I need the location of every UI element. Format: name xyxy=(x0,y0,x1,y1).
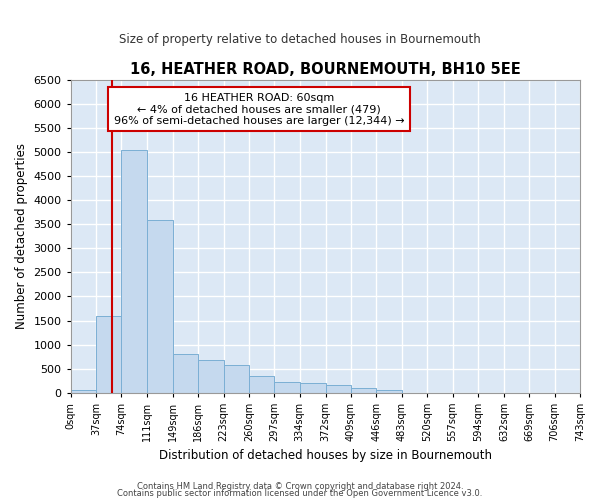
Bar xyxy=(326,385,351,392)
Bar xyxy=(173,354,198,393)
Bar xyxy=(274,382,299,392)
Bar xyxy=(147,220,173,392)
Y-axis label: Number of detached properties: Number of detached properties xyxy=(15,144,28,330)
Bar xyxy=(198,360,224,392)
Bar xyxy=(376,390,402,392)
Text: Contains public sector information licensed under the Open Government Licence v3: Contains public sector information licen… xyxy=(118,489,482,498)
X-axis label: Distribution of detached houses by size in Bournemouth: Distribution of detached houses by size … xyxy=(159,450,492,462)
Bar xyxy=(351,388,376,392)
Bar xyxy=(71,390,96,392)
Text: Contains HM Land Registry data © Crown copyright and database right 2024.: Contains HM Land Registry data © Crown c… xyxy=(137,482,463,491)
Text: 16 HEATHER ROAD: 60sqm
← 4% of detached houses are smaller (479)
96% of semi-det: 16 HEATHER ROAD: 60sqm ← 4% of detached … xyxy=(114,92,404,126)
Title: 16, HEATHER ROAD, BOURNEMOUTH, BH10 5EE: 16, HEATHER ROAD, BOURNEMOUTH, BH10 5EE xyxy=(130,62,521,78)
Bar xyxy=(121,150,147,392)
Bar xyxy=(224,364,249,392)
Bar xyxy=(249,376,274,392)
Text: Size of property relative to detached houses in Bournemouth: Size of property relative to detached ho… xyxy=(119,32,481,46)
Bar xyxy=(96,316,121,392)
Bar xyxy=(299,382,326,392)
